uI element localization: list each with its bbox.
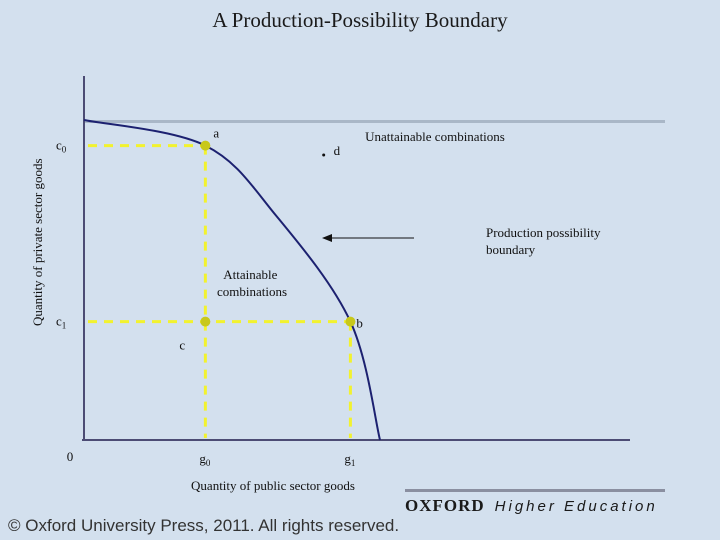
brand-tagline: Higher Education xyxy=(494,498,658,515)
y-tick-c0: c0 xyxy=(56,138,67,155)
decor-bar xyxy=(85,120,665,123)
ppb-annotation-line2: boundary xyxy=(486,242,536,257)
points-layer: a b c d xyxy=(179,126,363,353)
y-axis-label: Quantity of private sector goods xyxy=(30,158,45,326)
origin-label: 0 xyxy=(67,449,74,464)
x-axis-label: Quantity of public sector goods xyxy=(191,478,355,493)
copyright-text: © Oxford University Press, 2011. All rig… xyxy=(8,516,400,535)
x-tick-labels: g0 g1 xyxy=(199,451,355,468)
point-d xyxy=(322,153,326,157)
y-tick-c1: c1 xyxy=(56,314,66,331)
ppb-arrow-head xyxy=(322,234,332,242)
x-tick-g1: g1 xyxy=(344,451,355,468)
point-c xyxy=(200,316,211,327)
page-title: A Production-Possibility Boundary xyxy=(212,8,508,32)
attainable-annotation: Attainable combinations xyxy=(217,267,287,299)
point-label-b: b xyxy=(356,316,363,331)
guide-lines xyxy=(88,144,352,438)
production-possibility-curve xyxy=(83,119,381,441)
ppb-annotation: Production possibility boundary xyxy=(486,225,604,257)
attainable-line1: Attainable xyxy=(223,267,277,282)
point-label-a: a xyxy=(213,126,219,141)
ppb-annotation-line1: Production possibility xyxy=(486,225,601,240)
point-label-d: d xyxy=(334,143,341,158)
footer-rule xyxy=(405,489,665,492)
point-label-c: c xyxy=(179,338,185,353)
point-a xyxy=(200,140,211,151)
point-b xyxy=(345,316,356,327)
x-tick-g0: g0 xyxy=(199,451,211,468)
y-tick-labels: c0 c1 xyxy=(56,138,67,331)
brand-oxford: OXFORD xyxy=(405,496,485,515)
unattainable-annotation: Unattainable combinations xyxy=(365,129,505,144)
attainable-line2: combinations xyxy=(217,284,287,299)
oxford-brand-logo: OXFORD Higher Education xyxy=(405,496,658,516)
